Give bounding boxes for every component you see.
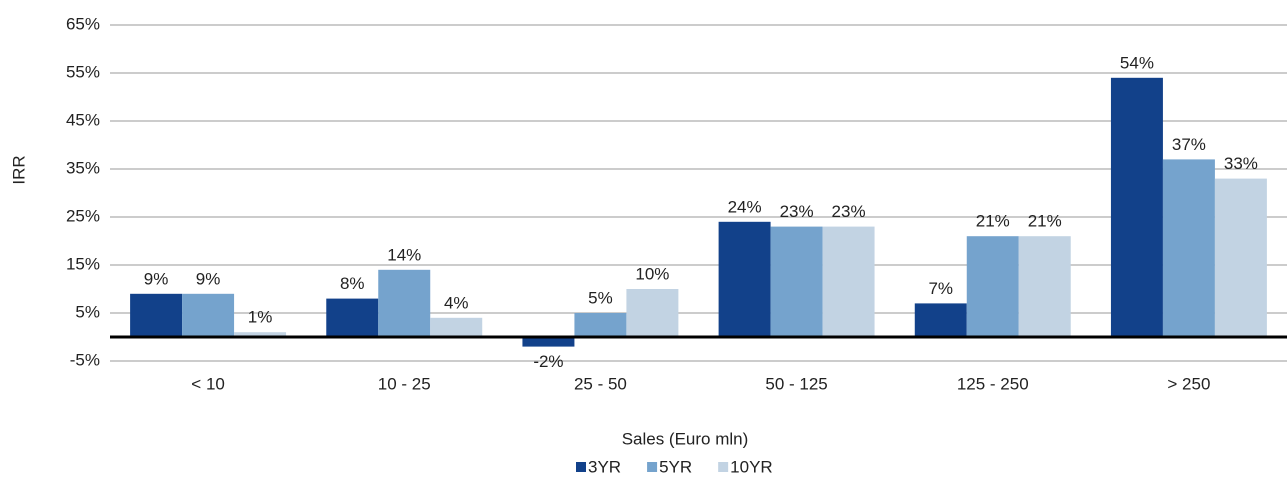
data-label: 9% (144, 269, 169, 288)
data-label: 8% (340, 274, 365, 293)
legend-label: 10YR (730, 457, 773, 476)
data-label: 7% (928, 279, 953, 298)
bar (522, 337, 575, 347)
y-tick-label: 15% (66, 254, 100, 273)
data-label: 21% (976, 212, 1010, 231)
y-tick-label: 35% (66, 158, 100, 177)
y-tick-label: 5% (75, 302, 100, 321)
x-tick-label: > 250 (1167, 374, 1210, 393)
data-label: 23% (832, 202, 866, 221)
data-label: 54% (1120, 53, 1154, 72)
data-label: 23% (780, 202, 814, 221)
bar (234, 332, 287, 337)
data-label: 14% (387, 245, 421, 264)
y-tick-label: 45% (66, 110, 100, 129)
bar (822, 226, 875, 337)
bar (966, 236, 1019, 337)
y-axis-title: IRR (9, 155, 28, 184)
y-tick-label: -5% (70, 350, 100, 369)
data-label: 37% (1172, 135, 1206, 154)
legend-label: 3YR (588, 457, 621, 476)
y-tick-label: 65% (66, 14, 100, 33)
bar (182, 293, 235, 337)
data-label: 1% (248, 308, 273, 327)
data-label: 9% (196, 269, 221, 288)
bar (1110, 77, 1163, 338)
x-axis-title: Sales (Euro mln) (622, 429, 749, 448)
bar (626, 289, 679, 337)
legend-swatch (576, 462, 586, 472)
x-tick-label: < 10 (191, 374, 225, 393)
bar (914, 303, 967, 337)
data-label: -2% (533, 352, 563, 371)
data-label: 21% (1028, 212, 1062, 231)
x-tick-label: 10 - 25 (378, 374, 431, 393)
bar (326, 298, 379, 337)
bar (718, 221, 771, 337)
bar (130, 293, 183, 337)
data-label: 10% (635, 264, 669, 283)
bar (1162, 159, 1215, 337)
y-tick-label: 55% (66, 62, 100, 81)
bar (378, 269, 431, 337)
data-label: 33% (1224, 154, 1258, 173)
x-tick-label: 50 - 125 (765, 374, 827, 393)
legend-swatch (647, 462, 658, 472)
legend-swatch (718, 462, 729, 472)
data-label: 24% (728, 197, 762, 216)
bar (1214, 178, 1267, 337)
data-label: 5% (588, 288, 613, 307)
bar (574, 313, 627, 337)
y-tick-label: 25% (66, 206, 100, 225)
x-tick-label: 25 - 50 (574, 374, 627, 393)
legend-label: 5YR (659, 457, 692, 476)
data-label: 4% (444, 293, 469, 312)
bar (1018, 236, 1071, 337)
bar (770, 226, 823, 337)
bar (430, 317, 483, 337)
x-tick-label: 125 - 250 (957, 374, 1029, 393)
